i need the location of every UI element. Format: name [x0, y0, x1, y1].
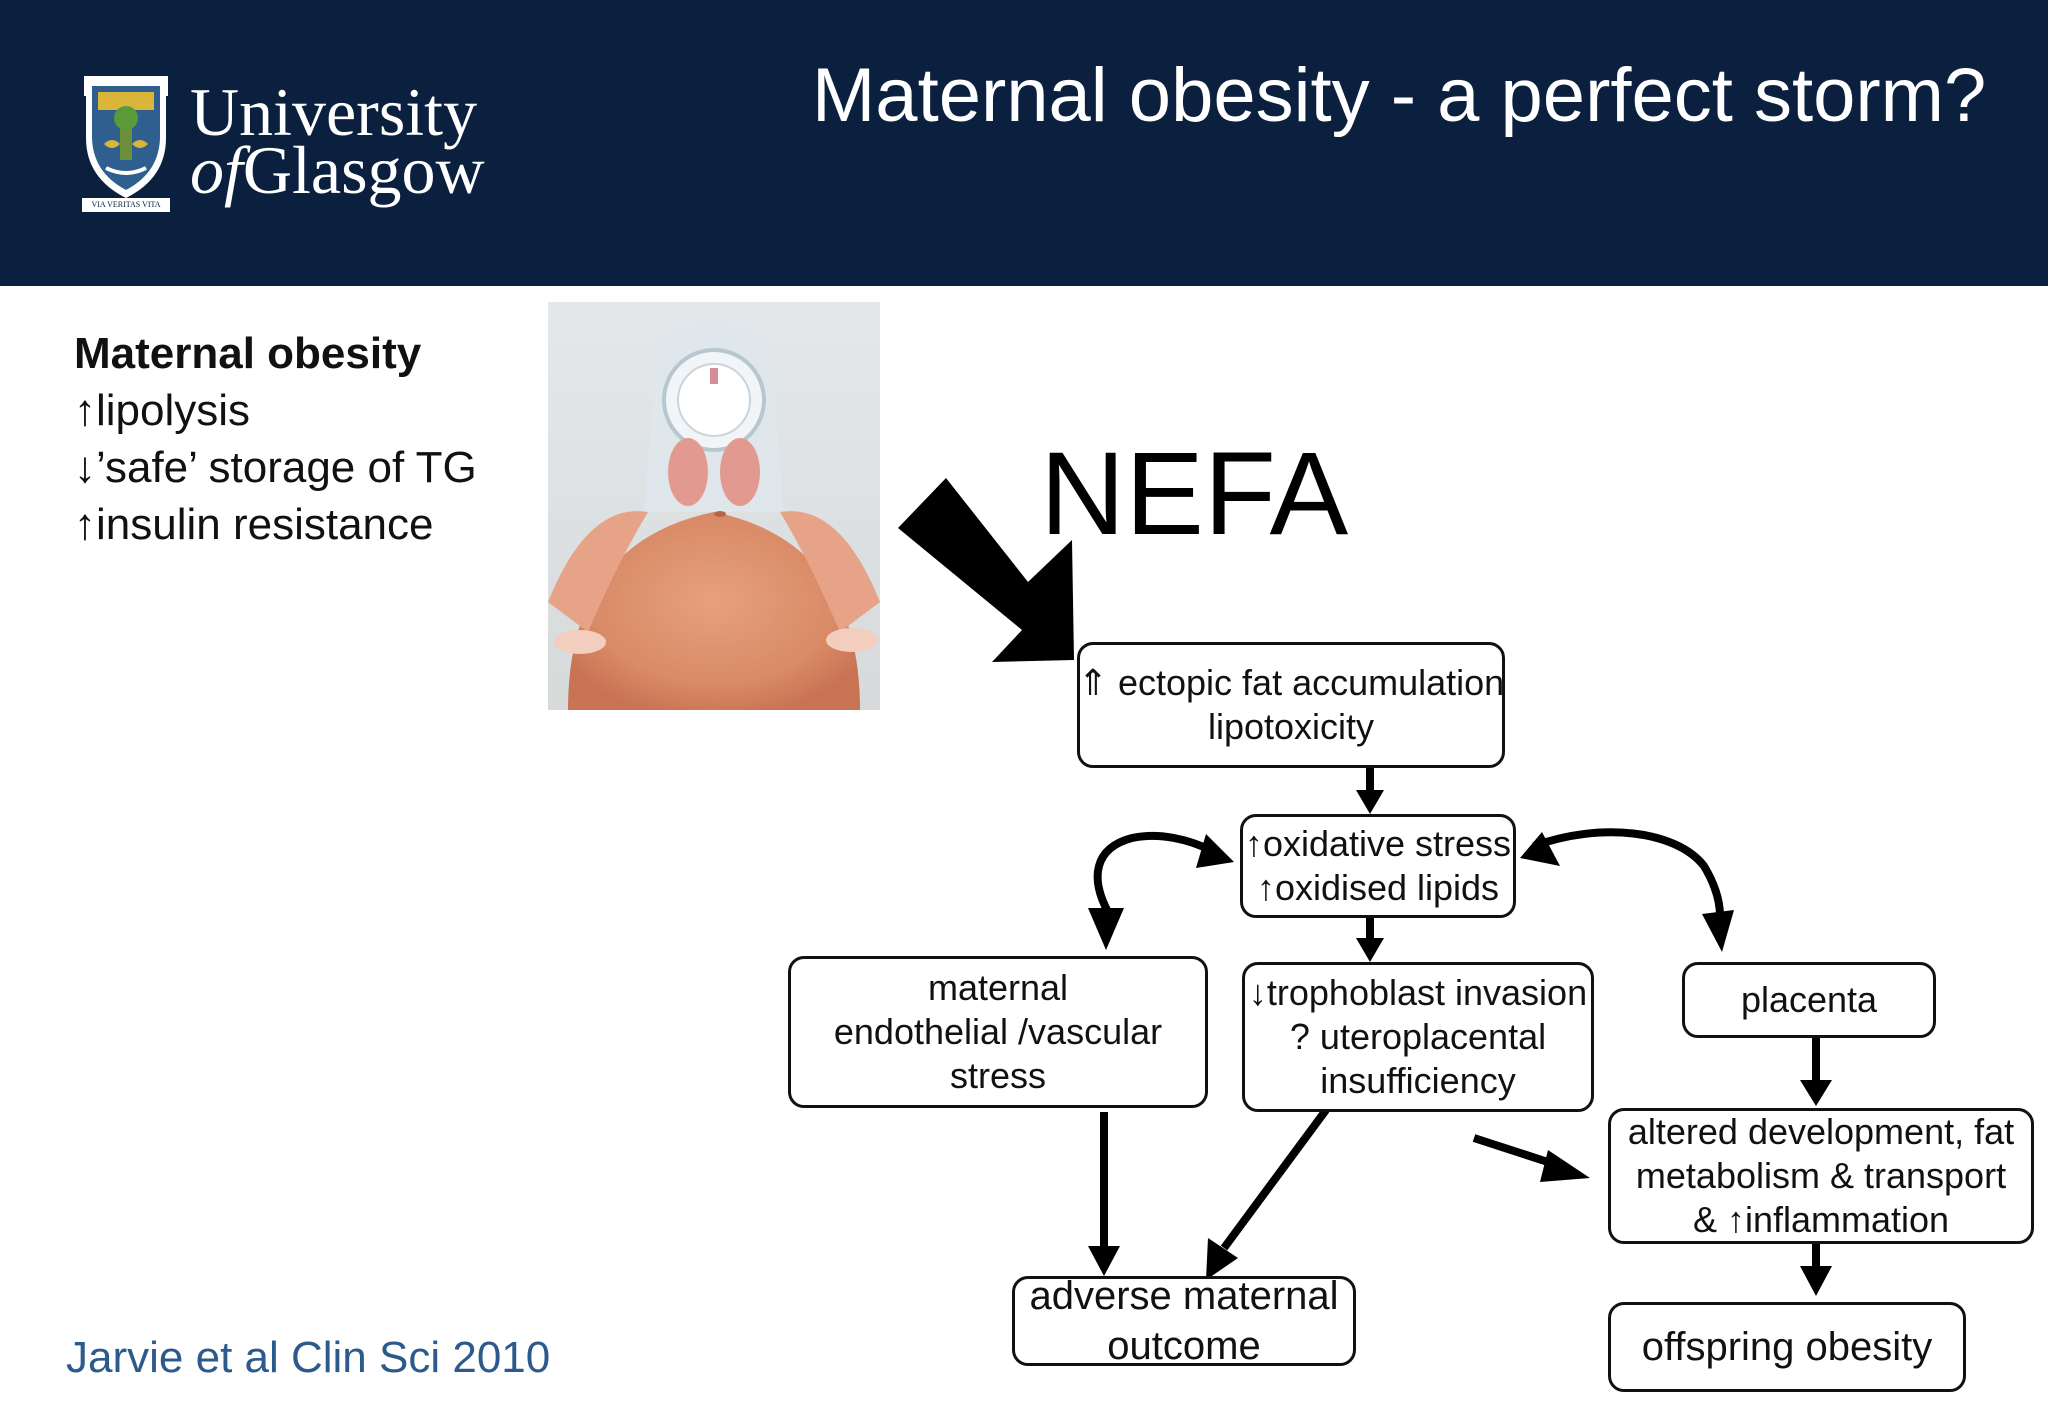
logo-glasgow-text: ofGlasgow	[190, 136, 485, 204]
box-placenta-line1: placenta	[1740, 979, 1878, 1020]
maternal-obesity-list: Maternal obesity ↑lipolysis ↓’safe’ stor…	[74, 325, 477, 553]
box-endothelial-stress-line2: endothelial /vascular	[833, 1011, 1163, 1052]
box-trophoblast-invasion: ↓trophoblast invasion ? uteroplacental i…	[1242, 962, 1594, 1112]
box-trophoblast-invasion-line3: insufficiency	[1320, 1060, 1516, 1101]
box-endothelial-stress: maternal endothelial /vascular stress	[788, 956, 1208, 1108]
box-oxidative-stress-line2: ↑oxidised lipids	[1256, 867, 1500, 908]
box-ectopic-fat: ⇑ ectopic fat accumulation lipotoxicity	[1077, 642, 1505, 768]
nefa-label: NEFA	[1040, 428, 1349, 560]
pregnant-belly-photo	[548, 302, 880, 710]
list-heading: Maternal obesity	[74, 329, 422, 378]
box-offspring-obesity-line1: offspring obesity	[1641, 1325, 1933, 1369]
box-trophoblast-invasion-line1: ↓trophoblast invasion	[1248, 972, 1588, 1013]
box-ectopic-fat-line2: lipotoxicity	[1207, 706, 1375, 747]
box-placenta: placenta	[1682, 962, 1936, 1038]
logo-glasgow-word: Glasgow	[242, 132, 485, 208]
crest-motto: VIA VERITAS VITA	[91, 200, 161, 209]
connector-lines	[1093, 768, 1820, 1268]
box-ectopic-fat-line1: ⇑ ectopic fat accumulation	[1077, 662, 1505, 703]
slide-title: Maternal obesity - a perfect storm?	[812, 53, 1987, 138]
box-altered-development-line3: & ↑inflammation	[1692, 1199, 1950, 1240]
box-adverse-outcome-line2: outcome	[1107, 1324, 1261, 1368]
box-endothelial-stress-line3: stress	[949, 1055, 1046, 1096]
list-item: ↓’safe’ storage of TG	[74, 443, 477, 492]
box-altered-development: altered development, fat metabolism & tr…	[1608, 1108, 2034, 1244]
box-adverse-outcome-line1: adverse maternal	[1029, 1274, 1339, 1318]
box-altered-development-line1: altered development, fat	[1627, 1111, 2015, 1152]
citation: Jarvie et al Clin Sci 2010	[66, 1333, 551, 1382]
list-item: ↑insulin resistance	[74, 500, 434, 549]
header-banner: VIA VERITAS VITA University ofGlasgow Ma…	[0, 0, 2048, 286]
crest-icon	[82, 76, 170, 212]
box-oxidative-stress: ↑oxidative stress ↑oxidised lipids	[1240, 814, 1516, 918]
box-endothelial-stress-line1: maternal	[927, 967, 1069, 1008]
big-nefa-arrow	[898, 478, 1074, 662]
box-adverse-outcome: adverse maternal outcome	[1012, 1274, 1356, 1368]
box-trophoblast-invasion-line2: ? uteroplacental	[1289, 1016, 1547, 1057]
logo-university-text: University	[190, 74, 478, 150]
list-item: ↑lipolysis	[74, 386, 251, 435]
box-oxidative-stress-line1: ↑oxidative stress	[1244, 823, 1512, 864]
box-altered-development-line2: metabolism & transport	[1635, 1155, 2007, 1196]
university-logo: VIA VERITAS VITA University ofGlasgow	[82, 74, 502, 214]
box-offspring-obesity: offspring obesity	[1608, 1302, 1966, 1392]
arrow-heads	[1088, 790, 1832, 1296]
logo-of-text: of	[190, 132, 243, 208]
